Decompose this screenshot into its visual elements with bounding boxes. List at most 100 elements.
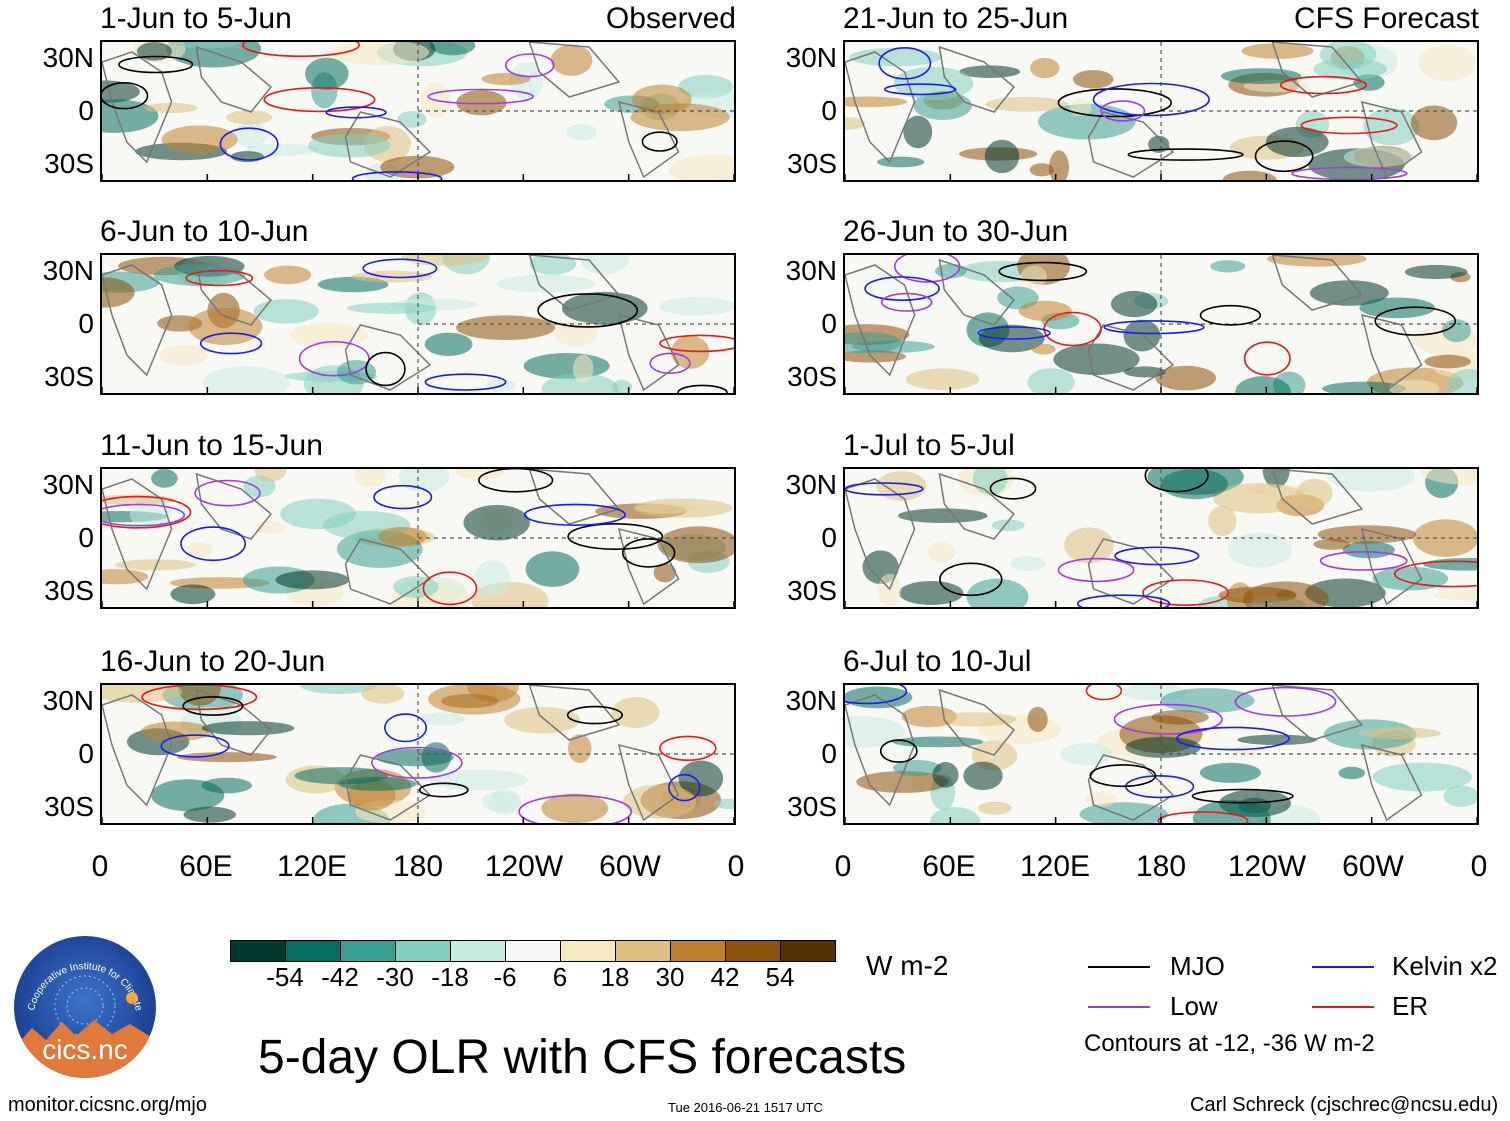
coastline (617, 313, 680, 392)
olr-anomaly-patch (657, 526, 734, 564)
olr-anomaly-patch (429, 769, 528, 791)
olr-anomaly-patch (1363, 108, 1420, 146)
coastline (528, 255, 621, 311)
olr-anomaly-patch (892, 760, 942, 776)
olr-anomaly-patch (1160, 469, 1229, 500)
olr-anomaly-patch (893, 66, 974, 100)
wave-contour (894, 255, 961, 283)
olr-anomaly-patch (1148, 135, 1170, 153)
footer-url[interactable]: monitor.cicsnc.org/mjo (8, 1094, 207, 1116)
lon-label: 120W (484, 850, 564, 883)
olr-anomaly-patch (429, 42, 476, 56)
wave-contour (566, 705, 624, 725)
olr-anomaly-patch (380, 155, 455, 179)
coastline (1360, 527, 1423, 606)
legend-label-kelvin: Kelvin x2 (1392, 951, 1498, 981)
olr-anomaly-patch (978, 801, 1012, 815)
lon-label: 120W (1227, 850, 1307, 883)
wave-contour (1279, 75, 1368, 95)
wave-contour (1089, 764, 1157, 788)
panel-period-title: 6-Jul to 10-Jul (843, 645, 1032, 678)
wave-contour (1125, 774, 1195, 799)
olr-anomaly-patch (1241, 43, 1314, 59)
olr-map-panel (100, 40, 736, 182)
wave-contour (1114, 546, 1200, 566)
olr-anomaly-patch (308, 133, 391, 158)
coastline (1087, 324, 1175, 391)
legend-line-er (1312, 1006, 1374, 1008)
wave-contour (1374, 306, 1457, 336)
olr-anomaly-patch (623, 784, 697, 819)
olr-anomaly-patch (1433, 590, 1477, 601)
wave-contour (845, 685, 908, 705)
wave-contour (1113, 703, 1223, 735)
wave-contour (883, 83, 957, 96)
olr-anomaly-patch (481, 791, 520, 813)
colorbar-tick-label: -42 (321, 962, 359, 992)
olr-anomaly-patch (959, 65, 1021, 78)
lon-label: 0 (727, 850, 745, 883)
olr-anomaly-patch (1060, 743, 1113, 766)
coastline (528, 469, 621, 525)
olr-anomaly-patch (159, 345, 208, 366)
wave-contour (118, 55, 194, 74)
olr-anomaly-patch (612, 379, 633, 393)
coastline (102, 51, 173, 164)
legend-label-er: ER (1392, 991, 1429, 1021)
olr-anomaly-patch (496, 274, 596, 293)
olr-anomaly-patch (1442, 319, 1472, 343)
legend-label-low: Low (1170, 991, 1218, 1021)
colorbar-tick-label: 54 (765, 962, 795, 992)
legend-line-low (1088, 1006, 1150, 1008)
lat-label: 0 (78, 95, 94, 126)
wave-contour (362, 258, 438, 279)
olr-anomaly-patch (1053, 343, 1140, 376)
wave-contour (1144, 469, 1209, 493)
olr-anomaly-patch (845, 716, 905, 748)
wave-contour (1085, 685, 1123, 701)
olr-anomaly-patch (1235, 376, 1291, 393)
coastline (938, 688, 1016, 756)
colorbar-swatch (341, 941, 396, 961)
olr-map-panel (100, 253, 736, 395)
colorbar-tick-label: 18 (600, 962, 630, 992)
olr-anomaly-patch (1020, 265, 1047, 289)
wave-contour (998, 261, 1088, 282)
legend-label-mjo: MJO (1170, 951, 1225, 981)
wave-contour (427, 88, 534, 105)
coastline (195, 258, 273, 326)
coastline (344, 538, 432, 605)
wave-contour (567, 522, 664, 550)
wave-contour (418, 782, 469, 798)
olr-anomaly-patch (1338, 766, 1365, 780)
svg-text:Cooperative Institute for Clim: Cooperative Institute for Climate and Sa… (14, 936, 144, 1012)
olr-anomaly-patch (898, 581, 964, 605)
olr-anomaly-patch (1029, 163, 1054, 177)
olr-anomaly-patch (188, 307, 263, 346)
olr-anomaly-patch (361, 685, 405, 704)
wave-contour (1176, 726, 1290, 751)
olr-anomaly-patch (856, 771, 949, 793)
olr-anomaly-patch (225, 110, 273, 125)
olr-anomaly-patch (1410, 105, 1458, 141)
olr-anomaly-patch (481, 72, 531, 86)
coastline (102, 694, 173, 807)
olr-anomaly-patch (186, 542, 214, 557)
coastline (1360, 313, 1423, 392)
wave-contour (371, 746, 463, 779)
olr-anomaly-patch (456, 315, 556, 340)
olr-anomaly-patch (102, 277, 135, 308)
lat-label: 30S (44, 575, 94, 606)
olr-anomaly-patch (653, 563, 677, 583)
olr-anomaly-patch (202, 366, 290, 393)
lat-label: 30N (785, 685, 837, 716)
olr-anomaly-patch (161, 125, 238, 154)
olr-anomaly-patch (1243, 581, 1329, 607)
olr-anomaly-patch (1418, 44, 1476, 82)
colorbar-swatch (726, 941, 781, 961)
olr-anomaly-patch (1372, 762, 1472, 792)
coastline (617, 100, 680, 179)
coastline (1087, 111, 1175, 178)
coastline (617, 527, 680, 606)
olr-anomaly-patch (151, 469, 178, 488)
